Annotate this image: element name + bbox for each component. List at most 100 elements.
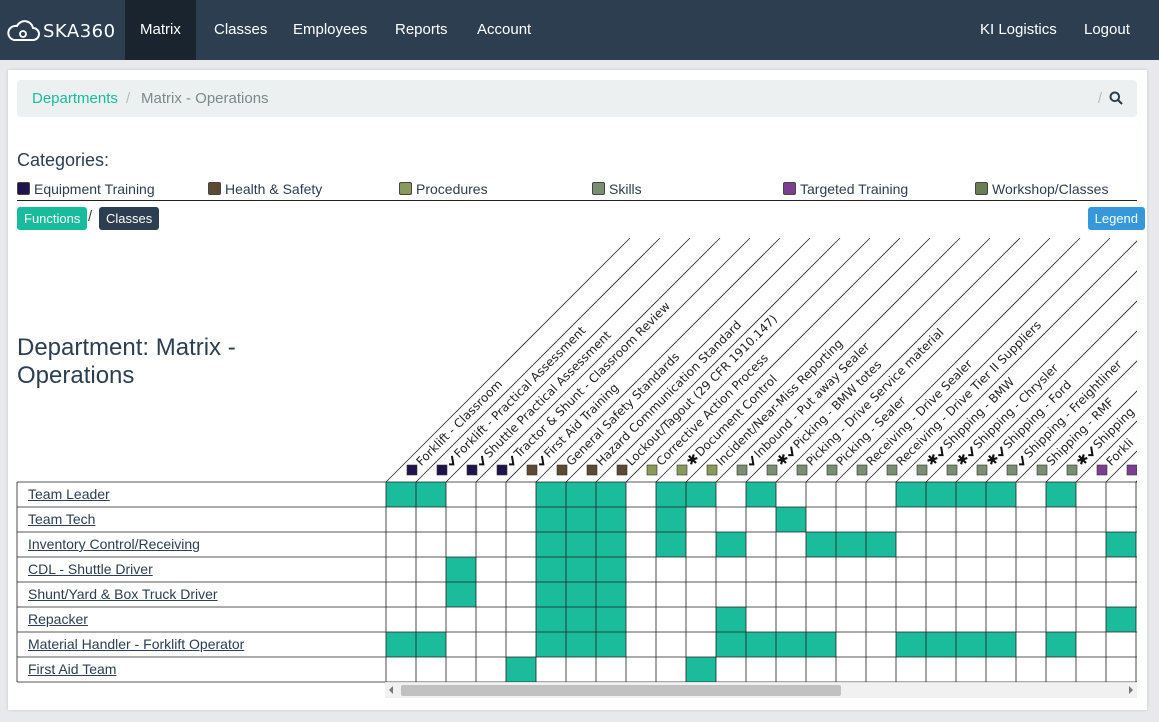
column-header-divider <box>835 237 1081 483</box>
row-label[interactable]: Team Leader <box>28 486 110 502</box>
matrix-cell-filled <box>686 482 716 507</box>
matrix-cell-filled <box>866 532 896 557</box>
check-icon <box>449 455 455 466</box>
brand-name: SKA360 <box>43 20 116 42</box>
category-label: Procedures <box>416 181 488 197</box>
main-panel: Departments / Matrix - Operations / Cate… <box>8 70 1147 710</box>
column-header-divider <box>1135 480 1137 483</box>
matrix-cell-filled <box>566 557 596 582</box>
legend-button[interactable]: Legend <box>1087 207 1145 230</box>
category-marker <box>646 464 658 476</box>
matrix-cell-filled <box>386 482 416 507</box>
category-swatch <box>17 182 30 195</box>
nav-logout[interactable]: Logout <box>1069 0 1159 95</box>
column-header-divider <box>385 237 631 483</box>
nav-reports[interactable]: Reports <box>395 21 448 38</box>
breadcrumb-departments[interactable]: Departments <box>32 90 118 107</box>
check-icon <box>938 446 944 457</box>
search-icon[interactable] <box>1109 91 1123 105</box>
category-item: Targeted Training <box>783 181 908 197</box>
category-marker <box>1096 464 1108 476</box>
category-item: Procedures <box>399 181 488 197</box>
category-label: Skills <box>609 181 642 197</box>
category-item: Workshop/Classes <box>975 181 1108 197</box>
scroll-thumb[interactable] <box>401 685 841 696</box>
check-icon <box>479 455 485 466</box>
category-marker <box>496 464 508 476</box>
category-label: Health & Safety <box>225 181 323 197</box>
column-header-divider <box>805 237 1051 483</box>
matrix-cell-filled <box>446 557 476 582</box>
category-marker <box>556 464 568 476</box>
matrix-cell-filled <box>596 632 626 657</box>
category-swatch <box>592 182 605 195</box>
category-marker <box>886 464 898 476</box>
classes-button[interactable]: Classes <box>99 207 160 230</box>
matrix-cell-filled <box>596 582 626 607</box>
matrix-cell-filled <box>776 507 806 532</box>
breadcrumb-separator-right: / <box>1097 90 1102 107</box>
matrix-cell-filled <box>536 557 566 582</box>
matrix-cell-filled <box>566 632 596 657</box>
category-marker <box>406 464 418 476</box>
matrix-cell-filled <box>716 632 746 657</box>
horizontal-scrollbar[interactable] <box>385 682 1137 698</box>
button-separator: / <box>88 208 93 225</box>
category-label: Targeted Training <box>800 181 909 197</box>
category-legend: Equipment Training Health & Safety Procedu… <box>17 181 1137 201</box>
nav-matrix[interactable]: Matrix <box>125 0 196 60</box>
column-header-divider <box>1015 360 1137 483</box>
categories-title: Categories: <box>17 150 110 170</box>
column-header-divider <box>445 237 691 483</box>
category-item: Skills <box>592 181 642 197</box>
matrix-cell-filled <box>446 582 476 607</box>
matrix-cell-filled <box>956 482 986 507</box>
row-label[interactable]: CDL - Shuttle Driver <box>28 561 153 577</box>
category-marker <box>616 464 628 476</box>
column-header-divider <box>475 237 721 483</box>
matrix-cell-filled <box>896 632 926 657</box>
column-header-divider <box>715 237 961 483</box>
column-header-divider <box>985 330 1137 483</box>
matrix-cell-filled <box>686 657 716 682</box>
matrix-cell-filled <box>1106 532 1136 557</box>
category-marker <box>1006 464 1018 476</box>
matrix-cell-filled <box>716 607 746 632</box>
scroll-right-arrow[interactable] <box>1129 686 1133 694</box>
row-label[interactable]: Shunt/Yard & Box Truck Driver <box>28 586 218 602</box>
category-item: Health & Safety <box>208 181 322 197</box>
matrix-cell-filled <box>896 482 926 507</box>
category-marker <box>916 464 928 476</box>
row-label[interactable]: First Aid Team <box>28 661 117 677</box>
matrix-cell-filled <box>536 532 566 557</box>
row-label[interactable]: Inventory Control/Receiving <box>28 536 200 552</box>
matrix-cell-filled <box>656 507 686 532</box>
category-marker <box>946 464 958 476</box>
matrix-cell-filled <box>596 482 626 507</box>
category-swatch <box>975 182 988 195</box>
column-header-divider <box>565 237 811 483</box>
matrix-cell-filled <box>596 532 626 557</box>
column-header-divider <box>505 237 751 483</box>
column-header-divider <box>535 237 781 483</box>
category-marker <box>586 464 598 476</box>
matrix-cell-filled <box>926 632 956 657</box>
nav-company[interactable]: KI Logistics <box>980 21 1057 38</box>
brand-logo[interactable]: SKA360 <box>6 17 116 45</box>
functions-button[interactable]: Functions <box>17 207 88 230</box>
nav-account[interactable]: Account <box>477 21 532 38</box>
scroll-left-arrow[interactable] <box>389 686 393 694</box>
matrix-cell-filled <box>416 482 446 507</box>
check-icon <box>749 455 755 466</box>
row-label[interactable]: Material Handler - Forklift Operator <box>28 636 245 652</box>
row-label[interactable]: Repacker <box>28 611 88 627</box>
category-label: Equipment Training <box>34 181 155 197</box>
cloud-icon <box>7 20 40 41</box>
nav-employees[interactable]: Employees <box>293 21 368 38</box>
check-icon <box>539 455 545 466</box>
matrix-cell-filled <box>596 507 626 532</box>
category-marker <box>676 464 688 476</box>
row-label[interactable]: Team Tech <box>28 511 96 527</box>
nav-classes[interactable]: Classes <box>214 21 268 38</box>
